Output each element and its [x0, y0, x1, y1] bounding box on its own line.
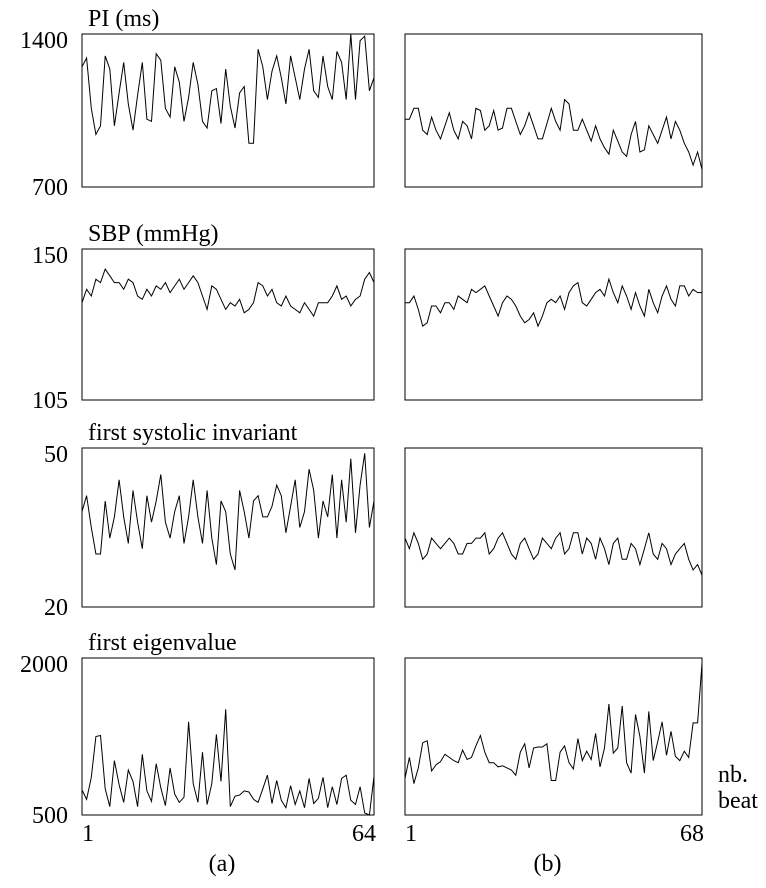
plot-frame [404, 447, 703, 608]
plot-frame [81, 447, 375, 608]
plot-frame [81, 248, 375, 401]
panel-title: first eigenvalue [88, 630, 237, 656]
x-axis-label: (a) [209, 851, 236, 877]
x-tick-label: 68 [680, 821, 704, 847]
data-line [405, 98, 703, 170]
y-tick-label: 20 [44, 595, 68, 621]
plot-frame [81, 33, 375, 188]
plot-frame [404, 248, 703, 401]
panel-title: SBP (mmHg) [88, 221, 218, 247]
y-tick-label: 1400 [20, 28, 68, 54]
x-tick-label: 1 [405, 821, 417, 847]
plot-frame [404, 657, 703, 816]
y-tick-label: 2000 [20, 652, 68, 678]
y-tick-label: 50 [44, 442, 68, 468]
panel-title: PI (ms) [88, 6, 159, 32]
data-line [404, 663, 703, 784]
data-line [81, 268, 375, 318]
panel-title: first systolic invariant [88, 420, 298, 446]
plot-frame [81, 657, 375, 816]
data-line [405, 277, 702, 328]
y-tick-label: 105 [32, 388, 68, 414]
annotation: nb. beat [718, 762, 758, 814]
data-line [81, 33, 375, 144]
data-line [81, 453, 375, 571]
plot-frame [404, 33, 703, 188]
y-tick-label: 150 [32, 243, 68, 269]
y-tick-label: 700 [32, 175, 68, 201]
data-line [81, 709, 375, 816]
x-tick-label: 1 [82, 821, 94, 847]
y-tick-label: 500 [32, 803, 68, 829]
x-tick-label: 64 [352, 821, 376, 847]
data-line [404, 531, 703, 576]
x-axis-label: (b) [534, 851, 562, 877]
